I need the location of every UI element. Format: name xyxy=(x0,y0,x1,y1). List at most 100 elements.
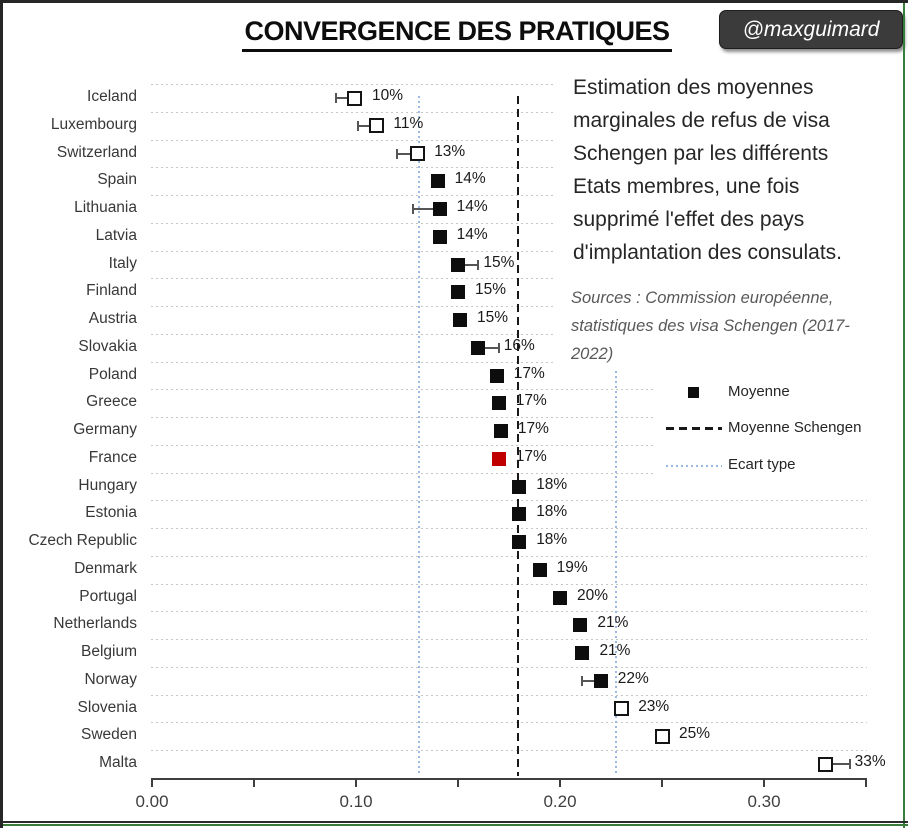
country-label: Slovenia xyxy=(77,698,137,716)
x-axis-tick-label: 0.20 xyxy=(543,792,577,811)
sources-line: 2022) xyxy=(571,345,614,363)
gridline xyxy=(151,417,867,420)
error-bar-cap xyxy=(848,759,851,769)
gridline xyxy=(151,278,867,281)
country-label: Hungary xyxy=(78,476,137,494)
country-label: France xyxy=(88,448,137,466)
legend-swatch-dashed-line-icon xyxy=(666,427,722,430)
error-bar xyxy=(358,124,377,127)
gridline xyxy=(151,583,867,586)
error-bar xyxy=(458,263,479,266)
value-label: 25% xyxy=(679,725,711,743)
country-label: Portugal xyxy=(79,587,137,605)
x-axis-tick-label: 0.10 xyxy=(339,792,373,811)
mean-schengen-line xyxy=(517,96,520,776)
country-label: Denmark xyxy=(74,559,137,577)
error-bar-cap xyxy=(334,93,337,103)
value-label: 16% xyxy=(503,336,535,354)
gridline xyxy=(151,195,867,198)
legend-swatch-mean-square xyxy=(688,387,699,398)
gridline xyxy=(151,472,867,475)
legend-swatch-zone xyxy=(666,383,722,403)
x-axis-tick xyxy=(865,780,867,787)
legend: Moyenne Moyenne Schengen Ecart type xyxy=(656,371,888,481)
bottom-dark-border xyxy=(3,821,908,823)
x-axis-tick xyxy=(355,780,357,787)
value-label: 18% xyxy=(536,531,568,548)
sources-text-block: Sources : Commission européenne, statisti… xyxy=(556,276,908,368)
legend-item-label: Ecart type xyxy=(728,456,796,473)
sources-line: statistiques des visa Schengen (2017- xyxy=(571,317,850,335)
value-label: 21% xyxy=(597,614,629,632)
value-label: 18% xyxy=(536,503,568,521)
country-label: Poland xyxy=(88,365,137,383)
country-label: Czech Republic xyxy=(28,532,137,549)
mean-marker xyxy=(573,618,588,633)
annotation-line: marginales de refus de visa xyxy=(573,109,830,132)
mean-marker xyxy=(491,451,506,466)
x-axis-tick xyxy=(151,780,153,787)
mean-marker xyxy=(432,229,447,244)
x-axis-tick xyxy=(763,780,765,787)
gridline xyxy=(151,167,867,170)
gridline xyxy=(151,611,867,614)
country-label: Lithuania xyxy=(74,199,137,216)
value-label: 17% xyxy=(517,420,549,437)
green-vertical-gridline xyxy=(903,3,905,828)
country-label: Germany xyxy=(73,421,137,438)
green-horizontal-gridline xyxy=(3,824,908,826)
country-label: Greece xyxy=(86,393,137,411)
legend-swatch-zone xyxy=(666,456,722,476)
gridline xyxy=(151,722,867,725)
country-label: Sweden xyxy=(80,726,137,744)
error-bar-cap xyxy=(497,342,500,353)
country-label: Latvia xyxy=(95,226,137,244)
gridline xyxy=(151,84,867,87)
mean-marker xyxy=(491,396,506,411)
country-label: Luxembourg xyxy=(50,115,137,133)
value-label: 15% xyxy=(477,309,509,326)
legend-item: Ecart type xyxy=(656,456,888,476)
error-bar-cap xyxy=(477,259,480,270)
mean-marker xyxy=(493,424,508,438)
gridline xyxy=(151,694,867,697)
value-label: 33% xyxy=(854,753,886,770)
ecart-type-line xyxy=(418,96,421,776)
error-bar xyxy=(825,763,850,765)
country-label: Austria xyxy=(88,310,137,327)
gridline xyxy=(151,306,867,309)
country-label: Spain xyxy=(97,171,137,189)
error-bar-cap xyxy=(412,204,415,214)
value-label: 19% xyxy=(556,558,588,576)
value-label: 15% xyxy=(483,253,515,271)
error-bar xyxy=(413,208,440,210)
country-label: Netherlands xyxy=(53,615,137,633)
value-label: 14% xyxy=(456,198,488,215)
value-label: 22% xyxy=(617,669,649,687)
legend-item: Moyenne Schengen xyxy=(656,419,888,439)
value-label: 15% xyxy=(475,281,507,299)
x-axis-tick xyxy=(559,780,561,787)
value-label: 11% xyxy=(393,114,424,132)
mean-marker xyxy=(512,479,527,494)
annotation-line: d'implantation des consulats. xyxy=(573,241,843,264)
country-label: Belgium xyxy=(81,643,137,660)
mean-marker xyxy=(489,368,504,383)
error-bar xyxy=(396,152,418,155)
chart-title: CONVERGENCE DES PRATIQUES xyxy=(242,16,672,52)
error-bar-cap xyxy=(581,675,584,686)
legend-item-label: Moyenne Schengen xyxy=(728,419,862,436)
title-wrap: CONVERGENCE DES PRATIQUES xyxy=(3,16,908,52)
gridline xyxy=(151,555,867,558)
mean-marker xyxy=(575,646,590,660)
value-label: 17% xyxy=(513,364,545,382)
mean-marker xyxy=(368,118,384,134)
x-axis-tick xyxy=(457,780,459,787)
mean-marker xyxy=(347,90,363,106)
gridline xyxy=(151,444,867,447)
mean-marker xyxy=(471,340,486,355)
mean-marker xyxy=(512,535,527,549)
value-label: 20% xyxy=(577,586,609,604)
legend-swatch-dotted-line-icon xyxy=(666,465,722,467)
